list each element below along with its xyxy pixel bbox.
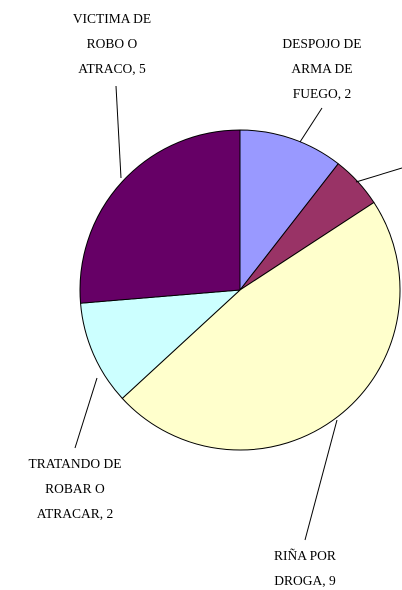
data-label: ATRACAR, 2 [37,506,114,521]
pie-slice [121,201,401,451]
pie-slice [80,289,242,400]
leader-line [115,85,122,179]
leader-line [304,419,338,541]
data-label: VICTIMA DE [73,11,151,26]
data-label: ATRACO, 5 [78,61,146,76]
leader-line [355,167,402,183]
pie-slice [79,129,241,304]
data-label: FUEGO, 2 [293,86,352,101]
data-label: RIÑA POR [274,548,336,563]
data-label: DROGA, 9 [274,573,336,588]
data-label: ROBAR O [45,481,105,496]
data-label: TRATANDO DE [28,456,121,471]
leader-line [299,107,323,143]
data-label: ARMA DE [291,61,352,76]
leader-line [74,377,98,449]
pie-slice [239,129,339,292]
data-label: DESPOJO DE [282,36,361,51]
data-label: ROBO O [87,36,138,51]
